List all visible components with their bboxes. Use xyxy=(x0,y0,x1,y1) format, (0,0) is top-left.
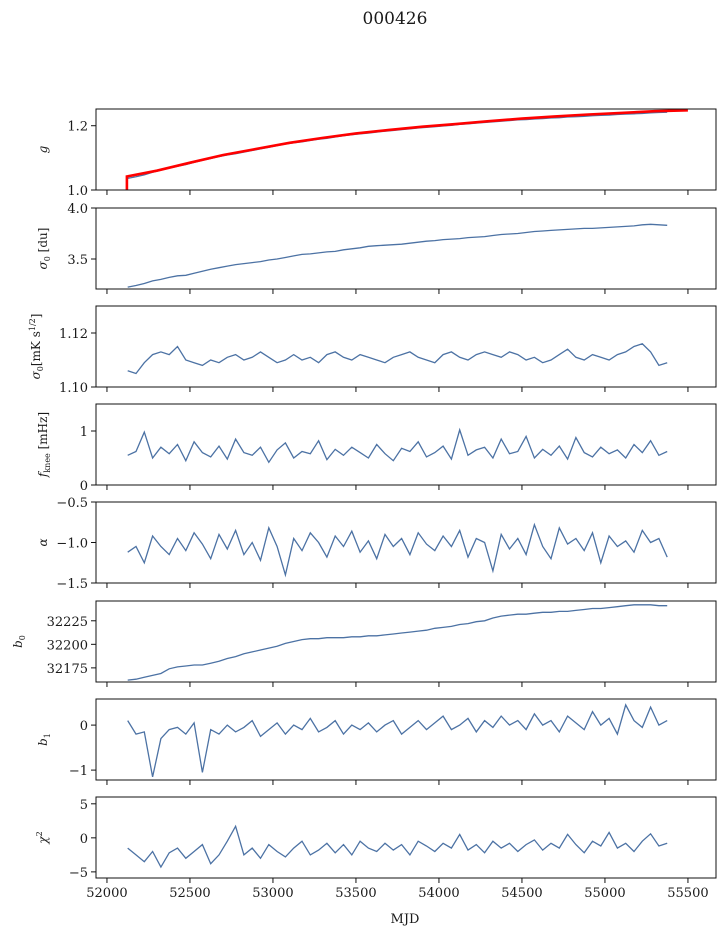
x-tick-label: 55000 xyxy=(584,886,625,901)
panel-b0: 32175 32200 32225 b0 xyxy=(11,600,717,687)
series-line-alpha xyxy=(127,522,668,578)
axes-frame xyxy=(95,600,717,683)
axes-frame xyxy=(95,796,717,879)
series-line-fknee xyxy=(127,427,668,464)
series-line-b0 xyxy=(127,604,668,681)
panel-g: 1.0 1.2 g xyxy=(36,108,717,199)
y-axis-label-alpha: α xyxy=(36,538,50,546)
y-axis-label-fknee: fknee [mHz] xyxy=(36,412,52,478)
y-tick-label: −0.5 xyxy=(56,496,88,511)
y-tick-label: 0 xyxy=(80,479,88,494)
y-tick-label: 32200 xyxy=(47,638,88,653)
series-line-b1 xyxy=(127,703,668,778)
series-line-sigma0-mK xyxy=(127,343,668,375)
y-axis-label-b0: b0 xyxy=(11,635,27,648)
series-line-sigma0-du xyxy=(127,223,668,288)
panel-sigma0-mK: 1.10 1.12 σ0[mK s1/2] xyxy=(28,305,717,396)
fit-line-g xyxy=(125,109,688,190)
x-tick-label: 52500 xyxy=(169,886,210,901)
y-axis-label-sigma0-du: σ0 [du] xyxy=(36,228,52,270)
chart-title: 000426 xyxy=(363,9,428,29)
x-tick-label: 54500 xyxy=(501,886,542,901)
y-tick-label: 1.10 xyxy=(59,381,88,396)
series-line-g xyxy=(127,111,668,180)
axes-frame xyxy=(95,305,717,388)
y-tick-label: 5 xyxy=(80,798,88,813)
y-tick-label: 1 xyxy=(80,425,88,440)
y-axis-label-b1: b1 xyxy=(36,733,52,746)
x-tick-label: 53500 xyxy=(335,886,376,901)
axes-frame xyxy=(95,698,717,781)
y-axis-label-g: g xyxy=(36,145,50,153)
y-tick-label: 32175 xyxy=(47,662,88,677)
y-axis-label-sigma0-mK: σ0[mK s1/2] xyxy=(28,314,45,380)
panel-b1: −1 0 b1 xyxy=(36,698,717,785)
x-tick-label: 52000 xyxy=(86,886,127,901)
axes-frame xyxy=(95,207,717,290)
y-tick-label: 1.2 xyxy=(67,120,88,135)
y-tick-label: 4.0 xyxy=(67,202,88,217)
y-tick-label: 0 xyxy=(80,719,88,734)
y-tick-label: −1 xyxy=(69,764,88,779)
panel-fknee: 0 1 fknee [mHz] xyxy=(36,403,717,494)
y-tick-label: −1.5 xyxy=(56,577,88,592)
y-tick-label: 1.0 xyxy=(67,184,88,199)
panel-chi2: 52000 52500 53000 53500 54000 54500 55000 55500… xyxy=(35,796,717,901)
y-tick-label: −5 xyxy=(69,866,88,881)
y-tick-label: 1.12 xyxy=(59,327,88,342)
x-tick-label: 53000 xyxy=(252,886,293,901)
x-axis-label: MJD xyxy=(391,912,420,927)
y-tick-label: 3.5 xyxy=(67,253,88,268)
x-tick-label: 54000 xyxy=(418,886,459,901)
y-tick-label: −1.0 xyxy=(56,537,88,552)
axes-frame xyxy=(95,108,717,191)
y-tick-label: 32225 xyxy=(47,615,88,630)
y-tick-label: 0 xyxy=(80,832,88,847)
x-tick-label: 55500 xyxy=(667,886,708,901)
series-line-chi2 xyxy=(127,824,668,869)
panel-sigma0-du: 3.5 4.0 σ0 [du] xyxy=(36,202,717,294)
axes-frame xyxy=(95,403,717,486)
y-axis-label-chi2: χ2 xyxy=(35,831,50,844)
panel-alpha: −1.5 −1.0 −0.5 α xyxy=(36,496,717,592)
